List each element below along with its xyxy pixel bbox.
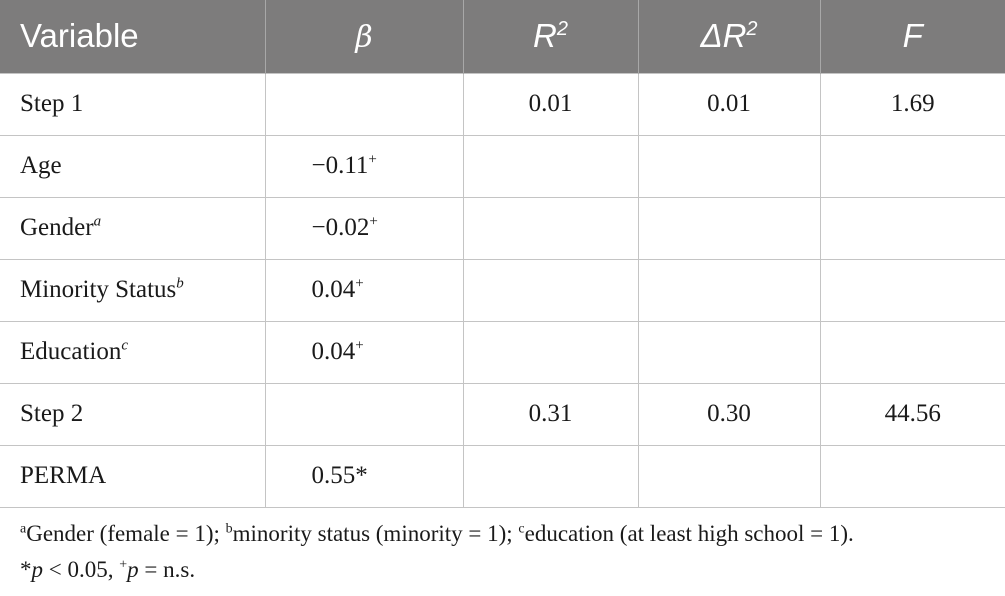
cell-beta: −0.02+ [264, 196, 464, 260]
note-line-2: *p < 0.05, +p = n.s. [20, 557, 196, 582]
cell-variable: Step 1 [0, 72, 266, 136]
table-row: Age −0.11+ [0, 134, 1005, 198]
cell-delta-r-squared: 0.01 [637, 72, 821, 136]
cell-f [819, 258, 1005, 322]
header-beta: β [264, 0, 463, 73]
cell-delta-r-squared [637, 134, 821, 198]
header-r-squared: R2 [462, 0, 638, 73]
cell-beta [264, 382, 464, 446]
cell-delta-r-squared [637, 444, 821, 508]
note-line-1: aGender (female = 1); bminority status (… [20, 521, 854, 546]
cell-r-squared [462, 134, 639, 198]
table-notes: aGender (female = 1); bminority status (… [20, 516, 995, 588]
cell-f [819, 444, 1005, 508]
cell-delta-r-squared: 0.30 [637, 382, 821, 446]
cell-r-squared [462, 258, 639, 322]
cell-r-squared: 0.31 [462, 382, 639, 446]
cell-r-squared: 0.01 [462, 72, 639, 136]
cell-beta: −0.11+ [264, 134, 464, 198]
cell-beta: 0.04+ [264, 320, 464, 384]
cell-f [819, 320, 1005, 384]
cell-r-squared [462, 444, 639, 508]
table-row: Minority Statusb 0.04+ [0, 258, 1005, 322]
cell-variable: Educationc [0, 320, 266, 384]
regression-table: Variable β R2 ΔR2 F Step 1 0.01 0.01 1.69 Ag… [0, 0, 1005, 508]
cell-r-squared [462, 196, 639, 260]
table-header-row: Variable β R2 ΔR2 F [0, 0, 1005, 73]
cell-beta [264, 72, 464, 136]
cell-f: 1.69 [819, 72, 1005, 136]
table-row: Gendera −0.02+ [0, 196, 1005, 260]
table-row: Step 1 0.01 0.01 1.69 [0, 72, 1005, 136]
table-row: PERMA 0.55* [0, 444, 1005, 508]
cell-variable: Minority Statusb [0, 258, 266, 322]
header-variable: Variable [20, 17, 139, 55]
cell-delta-r-squared [637, 258, 821, 322]
table-row: Educationc 0.04+ [0, 320, 1005, 384]
cell-f [819, 196, 1005, 260]
table-body: Step 1 0.01 0.01 1.69 Age −0.11+ Gendera −0.02+… [0, 72, 1005, 508]
header-f: F [819, 0, 1005, 73]
cell-variable: PERMA [0, 444, 266, 508]
cell-beta: 0.04+ [264, 258, 464, 322]
cell-delta-r-squared [637, 196, 821, 260]
header-delta-r-squared: ΔR2 [637, 0, 820, 73]
cell-f: 44.56 [819, 382, 1005, 446]
cell-variable: Age [0, 134, 266, 198]
cell-f [819, 134, 1005, 198]
cell-delta-r-squared [637, 320, 821, 384]
cell-r-squared [462, 320, 639, 384]
cell-variable: Gendera [0, 196, 266, 260]
cell-variable: Step 2 [0, 382, 266, 446]
table-row: Step 2 0.31 0.30 44.56 [0, 382, 1005, 446]
cell-beta: 0.55* [264, 444, 464, 508]
